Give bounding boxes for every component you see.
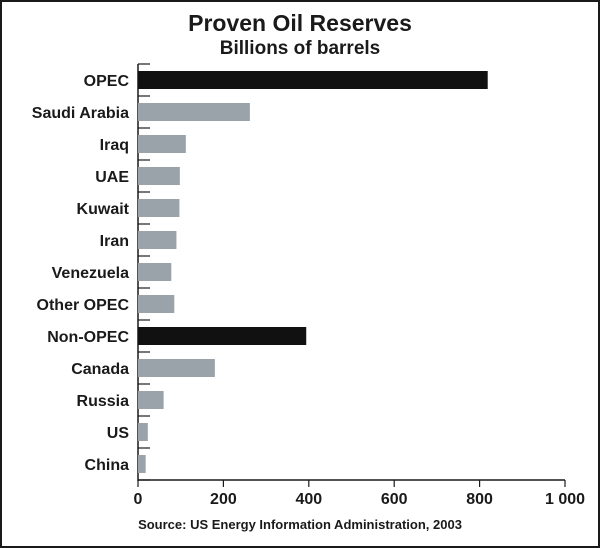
category-label: China [85, 457, 130, 474]
chart-title: Proven Oil Reserves [188, 10, 412, 36]
category-label: Iran [100, 233, 129, 250]
category-label: OPEC [84, 73, 130, 90]
bar [138, 423, 148, 441]
category-label: US [107, 425, 130, 442]
category-label: Canada [71, 361, 129, 378]
bar [138, 199, 180, 217]
category-label: Venezuela [52, 265, 129, 282]
bar [138, 135, 186, 153]
x-tick-label: 800 [466, 491, 493, 508]
category-label: Russia [77, 393, 130, 410]
bar [138, 359, 215, 377]
bar [138, 295, 175, 313]
category-label: Non-OPEC [47, 329, 129, 346]
bar [138, 455, 146, 473]
chart-subtitle: Billions of barrels [219, 38, 381, 59]
bar [138, 327, 307, 345]
category-label: UAE [95, 169, 129, 186]
bar [138, 231, 177, 249]
bar [138, 71, 488, 89]
bar [138, 167, 180, 185]
category-label: Kuwait [77, 201, 130, 218]
category-label: Other OPEC [37, 297, 130, 314]
chart-source: Source: US Energy Information Administra… [138, 517, 462, 532]
x-tick-label: 1 000 [545, 491, 585, 508]
bar [138, 391, 164, 409]
category-label: Saudi Arabia [32, 105, 129, 122]
x-tick-label: 400 [295, 491, 322, 508]
category-label: Iraq [100, 137, 129, 154]
bar [138, 263, 172, 281]
x-tick-label: 200 [210, 491, 237, 508]
bar [138, 103, 250, 121]
x-tick-label: 0 [134, 491, 143, 508]
x-tick-label: 600 [381, 491, 408, 508]
